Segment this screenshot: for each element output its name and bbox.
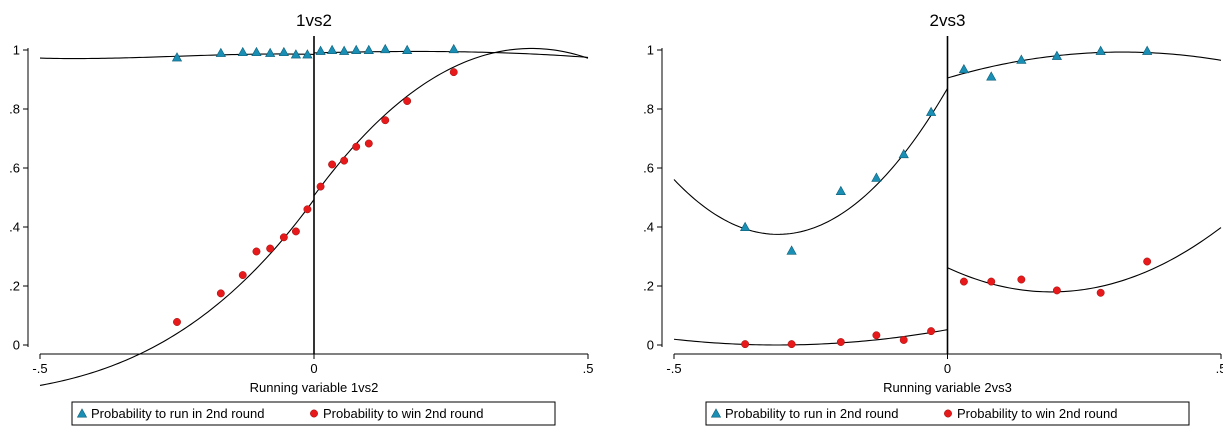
run-point xyxy=(351,44,362,54)
legend-marker xyxy=(710,408,722,418)
win-point xyxy=(899,336,908,344)
win-point xyxy=(1052,286,1061,295)
run-point xyxy=(786,245,797,255)
series-2 xyxy=(741,257,1152,349)
series-2 xyxy=(173,68,458,326)
run-point xyxy=(326,44,338,54)
win-point xyxy=(741,340,750,349)
run-point xyxy=(898,148,909,159)
y-tick-label: 1 xyxy=(647,43,654,58)
win-point xyxy=(364,139,373,148)
win-point xyxy=(381,116,390,125)
win-point xyxy=(252,247,261,256)
run-point xyxy=(215,47,226,57)
win-point xyxy=(340,156,349,165)
run-point xyxy=(1051,50,1063,60)
win-point xyxy=(352,142,361,151)
legend: Probability to run in 2nd round Probabili… xyxy=(71,401,556,426)
win-point xyxy=(238,271,247,280)
win-point xyxy=(403,97,412,105)
win-point xyxy=(872,331,881,340)
legend-label: Probability to run in 2nd round xyxy=(91,406,264,421)
win-point xyxy=(303,205,312,214)
win-point xyxy=(173,318,181,326)
run-point xyxy=(315,45,326,55)
legend-marker xyxy=(310,409,318,418)
y-tick-label: .2 xyxy=(643,279,654,294)
fit-run-left xyxy=(673,88,948,235)
run-point xyxy=(278,46,289,57)
win-point xyxy=(316,182,325,191)
series-1 xyxy=(171,43,459,62)
x-axis-label: Running variable 2vs3 xyxy=(883,380,1012,395)
win-point xyxy=(1143,257,1152,266)
run-point xyxy=(290,49,302,59)
run-point xyxy=(1016,54,1027,64)
run-point xyxy=(402,44,413,54)
run-point xyxy=(171,52,183,62)
chart-panel-1: 1vs2 0 .2 .4 .6 .8 1 -.5 0 .5 Running variable 1vs… xyxy=(9,11,594,426)
chart-title: 2vs3 xyxy=(930,11,966,30)
legend-label: Probability to win 2nd round xyxy=(323,406,483,421)
run-point xyxy=(251,46,262,57)
x-tick-label: .5 xyxy=(1216,361,1223,376)
fit-win-right xyxy=(313,47,589,197)
run-point xyxy=(339,45,350,55)
run-point xyxy=(958,63,970,74)
run-point xyxy=(1142,45,1153,55)
legend-label: Probability to run in 2nd round xyxy=(725,406,898,421)
win-point xyxy=(328,160,337,169)
legend-label: Probability to win 2nd round xyxy=(957,406,1117,421)
win-point xyxy=(216,289,225,298)
x-tick-label: -.5 xyxy=(666,361,681,376)
run-point xyxy=(363,44,374,54)
run-point xyxy=(302,49,313,59)
y-tick-label: .6 xyxy=(9,161,20,176)
y-tick-label: 1 xyxy=(13,43,20,58)
fit-win-left xyxy=(39,199,315,386)
fit-run-right xyxy=(947,51,1222,79)
win-point xyxy=(449,68,458,77)
x-tick-label: .5 xyxy=(583,361,594,376)
x-axis-label: Running variable 1vs2 xyxy=(250,380,379,395)
y-tick-label: .4 xyxy=(9,220,20,235)
run-point xyxy=(237,46,248,57)
chart-panel-2: 2vs3 0 .2 .4 .6 .8 1 -.5 0 .5 Running variable 2vs… xyxy=(643,11,1223,426)
y-tick-label: .4 xyxy=(643,220,654,235)
y-tick-label: .2 xyxy=(9,279,20,294)
win-point xyxy=(959,277,968,286)
y-tick-label: .8 xyxy=(643,102,654,117)
win-point xyxy=(987,277,996,286)
win-point xyxy=(1096,288,1105,297)
legend-marker xyxy=(944,409,952,418)
run-point xyxy=(871,172,882,182)
win-point xyxy=(291,227,300,236)
win-point xyxy=(787,340,796,349)
series-1 xyxy=(740,45,1153,255)
y-tick-label: 0 xyxy=(647,338,654,353)
run-point xyxy=(835,185,846,195)
chart-title: 1vs2 xyxy=(296,11,332,30)
run-point xyxy=(448,43,459,54)
run-point xyxy=(1095,45,1106,55)
x-tick-label: -.5 xyxy=(32,361,47,376)
run-point xyxy=(265,47,276,57)
legend-marker xyxy=(76,408,88,418)
run-point xyxy=(986,71,997,81)
y-tick-label: .8 xyxy=(9,102,20,117)
y-tick-label: 0 xyxy=(13,338,20,353)
x-tick-label: 0 xyxy=(944,361,951,376)
win-point xyxy=(266,244,275,253)
run-point xyxy=(925,106,937,116)
legend: Probability to run in 2nd round Probabili… xyxy=(705,401,1190,426)
run-point xyxy=(740,221,751,231)
win-point xyxy=(279,233,288,242)
win-point xyxy=(1017,275,1026,284)
y-tick-label: .6 xyxy=(643,161,654,176)
x-tick-label: 0 xyxy=(310,361,317,376)
run-point xyxy=(380,43,391,54)
win-point xyxy=(927,327,936,336)
win-point xyxy=(836,338,845,346)
